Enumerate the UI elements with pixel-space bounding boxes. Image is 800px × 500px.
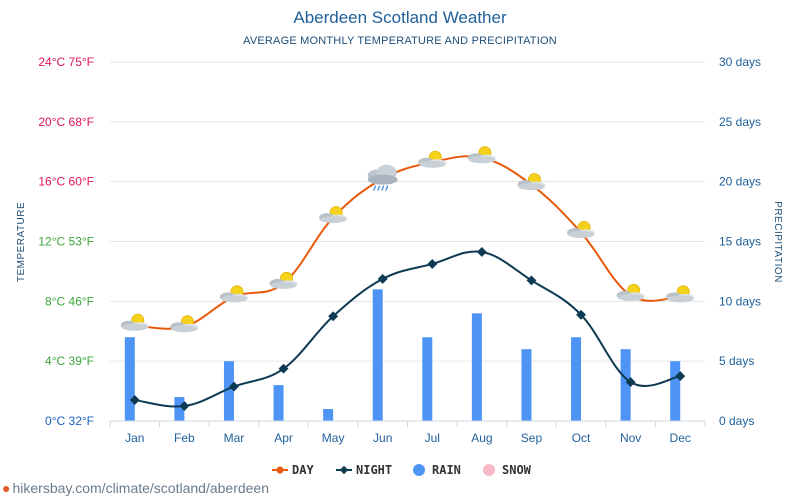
night-point [179,401,190,411]
partly-cloudy-icon [269,271,298,289]
night-point [526,275,537,286]
right-tick-label: 0 days [719,414,754,428]
legend-label: RAIN [432,463,461,477]
rain-bar [471,313,482,421]
right-tick-label: 5 days [719,354,754,368]
x-tick-label: Sep [521,431,543,445]
left-tick-label: 16°C 60°F [38,175,94,189]
rain-bar [670,361,681,421]
rain-bar [223,361,234,421]
x-tick-label: Feb [174,431,195,445]
rain-bar [372,289,383,421]
partly-cloudy-icon [170,315,199,333]
right-tick-label: 25 days [719,115,761,129]
right-tick-label: 15 days [719,235,761,249]
night-point [576,309,586,320]
x-tick-label: Nov [620,431,641,445]
x-tick-label: Oct [572,431,591,445]
partly-cloudy-icon [517,173,546,191]
x-tick-label: Jan [125,431,144,445]
night-point [377,273,388,284]
left-tick-label: 8°C 46°F [45,294,94,308]
night-point [476,247,487,257]
x-tick-label: May [322,431,345,445]
legend-label: DAY [292,463,314,477]
legend-item-night[interactable]: NIGHT [336,463,392,477]
left-tick-label: 12°C 53°F [38,235,94,249]
right-tick-label: 30 days [719,55,761,69]
chart-title: Aberdeen Scotland Weather [293,8,507,27]
rain-bar [174,397,185,421]
partly-cloudy-icon [666,285,695,303]
rain-bar [124,337,135,421]
rain-cloud-icon [367,164,398,191]
location-pin-icon: ● [2,480,11,496]
left-axis-title: TEMPERATURE [16,202,27,282]
night-point [427,258,438,269]
x-tick-label: Jul [425,431,440,445]
rain-bar [620,349,631,421]
partly-cloudy-icon [616,283,645,301]
legend-label: NIGHT [356,463,392,477]
legend-item-day[interactable]: DAY [272,463,314,477]
left-tick-label: 20°C 68°F [38,115,94,129]
x-tick-label: Apr [274,431,293,445]
partly-cloudy-icon [319,206,348,224]
rain-bar [323,409,334,421]
right-tick-label: 20 days [719,175,761,189]
source-link[interactable]: ● hikersbay.com/climate/scotland/aberdeen [2,480,269,496]
x-tick-label: Dec [670,431,691,445]
x-tick-label: Mar [224,431,245,445]
chart-subtitle: AVERAGE MONTHLY TEMPERATURE AND PRECIPIT… [243,35,557,47]
legend-label: SNOW [502,463,532,477]
night-point [229,381,239,392]
partly-cloudy-icon [219,285,248,303]
right-axis-title: PRECIPITATION [772,201,783,283]
night-line [134,250,681,408]
left-tick-label: 4°C 39°F [45,354,94,368]
left-tick-label: 0°C 32°F [45,414,94,428]
legend-item-snow[interactable]: SNOW [483,463,532,477]
left-tick-label: 24°C 75°F [38,55,94,69]
rain-bar [521,349,532,421]
rain-bar [273,385,284,421]
partly-cloudy-icon [567,221,596,239]
rain-bar [571,337,582,421]
night-point [625,377,636,388]
night-point [675,371,686,382]
partly-cloudy-icon [120,313,149,331]
x-tick-label: Aug [471,431,492,445]
night-point [278,363,289,374]
legend-item-rain[interactable]: RAIN [413,463,461,477]
x-tick-label: Jun [373,431,392,445]
night-point [129,395,140,406]
right-tick-label: 10 days [719,294,761,308]
night-point [328,311,339,322]
legend: DAY NIGHT RAIN SNOW [272,463,532,477]
partly-cloudy-icon [418,150,447,168]
source-text: hikersbay.com/climate/scotland/aberdeen [12,480,270,496]
partly-cloudy-icon [467,146,496,164]
rain-bar [422,337,433,421]
